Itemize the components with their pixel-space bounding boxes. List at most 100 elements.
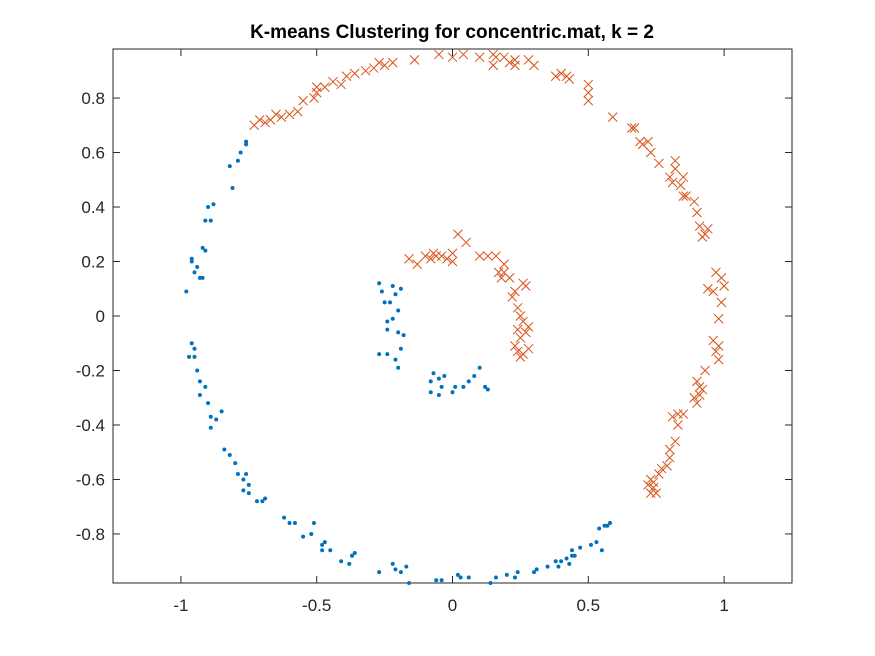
cluster-2-point <box>708 286 719 297</box>
cluster-1-point <box>287 521 292 526</box>
cluster-2-point <box>648 482 659 493</box>
cluster-1-point <box>434 578 439 583</box>
cluster-1-point <box>301 534 306 539</box>
cluster-1-point <box>436 393 441 398</box>
cluster-1-point <box>436 376 441 381</box>
cluster-2-point <box>564 74 575 84</box>
cluster-1-point <box>197 393 202 398</box>
cluster-1-point <box>379 289 384 294</box>
cluster-2-point <box>520 281 531 291</box>
cluster-1-point <box>388 300 393 305</box>
axis-ticks <box>113 49 792 583</box>
cluster-1-point <box>483 384 488 389</box>
cluster-2-point <box>702 223 713 234</box>
cluster-1-point <box>466 379 471 384</box>
cluster-1-point <box>515 570 520 575</box>
cluster-2-point <box>689 392 700 403</box>
cluster-1-point <box>477 365 482 370</box>
cluster-1-point <box>350 553 355 558</box>
cluster-1-point <box>493 575 498 580</box>
cluster-2-point <box>700 229 710 240</box>
cluster-2-point <box>694 381 705 392</box>
cluster-2-point <box>523 343 534 354</box>
cluster-2-point <box>504 57 515 68</box>
cluster-2-point <box>645 147 656 158</box>
cluster-2-point <box>499 259 509 270</box>
cluster-2-point <box>607 112 618 122</box>
cluster-1-point <box>352 551 357 556</box>
cluster-2-point <box>447 52 458 63</box>
cluster-1-point <box>512 575 517 580</box>
cluster-1-point <box>439 384 444 389</box>
cluster-1-point <box>564 556 569 561</box>
cluster-2-point <box>488 60 499 71</box>
cluster-2-point <box>667 411 678 422</box>
cluster-2-point <box>510 341 520 351</box>
y-tick-label: 0.2 <box>81 253 105 272</box>
cluster-1-point <box>589 542 594 547</box>
cluster-1-point <box>396 365 401 370</box>
cluster-1-point <box>219 409 224 414</box>
cluster-2-point <box>713 341 724 351</box>
cluster-2-point <box>673 409 683 419</box>
cluster-1-point <box>260 499 265 504</box>
cluster-1-point <box>398 286 403 291</box>
cluster-2-point <box>474 251 485 261</box>
cluster-1-point <box>211 202 216 207</box>
cluster-2-points <box>249 49 729 498</box>
cluster-2-point <box>716 297 727 308</box>
cluster-2-point <box>387 57 398 68</box>
plot-axes-box <box>112 48 793 584</box>
cluster-1-point <box>322 540 327 545</box>
cluster-1-point <box>244 472 249 477</box>
cluster-1-point <box>263 496 268 501</box>
cluster-2-point <box>629 123 640 133</box>
cluster-1-point <box>404 564 409 569</box>
cluster-2-point <box>474 52 485 63</box>
cluster-2-point <box>491 251 501 261</box>
cluster-1-point <box>553 559 558 564</box>
cluster-1-point <box>282 515 287 520</box>
cluster-2-point <box>496 273 507 283</box>
cluster-1-point <box>227 164 232 169</box>
y-tick-label: 0 <box>96 307 105 326</box>
cluster-1-point <box>442 373 447 378</box>
cluster-2-point <box>284 109 295 120</box>
cluster-1-point <box>407 581 412 585</box>
cluster-2-point <box>311 82 322 92</box>
cluster-1-point <box>208 414 213 419</box>
cluster-2-point <box>491 52 501 63</box>
cluster-1-point <box>393 292 398 297</box>
cluster-1-point <box>187 354 192 359</box>
cluster-2-point <box>583 79 594 90</box>
cluster-1-point <box>377 570 382 575</box>
cluster-2-point <box>328 76 338 87</box>
cluster-2-point <box>664 444 675 455</box>
cluster-1-point <box>450 390 455 395</box>
cluster-2-point <box>694 221 705 231</box>
cluster-2-point <box>404 253 414 264</box>
cluster-1-point <box>472 373 477 378</box>
cluster-1-point <box>377 352 382 357</box>
cluster-2-point <box>529 60 539 71</box>
cluster-1-point <box>599 548 604 553</box>
y-tick-label: -0.4 <box>76 416 105 435</box>
cluster-1-point <box>192 270 197 275</box>
cluster-2-point <box>309 93 319 103</box>
cluster-2-point <box>504 273 515 283</box>
cluster-1-point <box>241 477 246 482</box>
cluster-1-point <box>545 564 550 569</box>
cluster-1-point <box>244 139 249 144</box>
cluster-2-point <box>637 139 648 150</box>
cluster-1-point <box>531 570 536 575</box>
cluster-2-point <box>692 376 702 387</box>
cluster-1-point <box>455 572 460 577</box>
cluster-series <box>184 49 729 585</box>
cluster-1-point <box>461 384 466 389</box>
cluster-1-point <box>578 545 583 550</box>
x-tick-label: -1 <box>173 596 188 615</box>
cluster-1-point <box>339 559 344 564</box>
cluster-2-point <box>692 398 702 409</box>
cluster-2-point <box>409 55 420 65</box>
cluster-1-point <box>428 379 433 384</box>
